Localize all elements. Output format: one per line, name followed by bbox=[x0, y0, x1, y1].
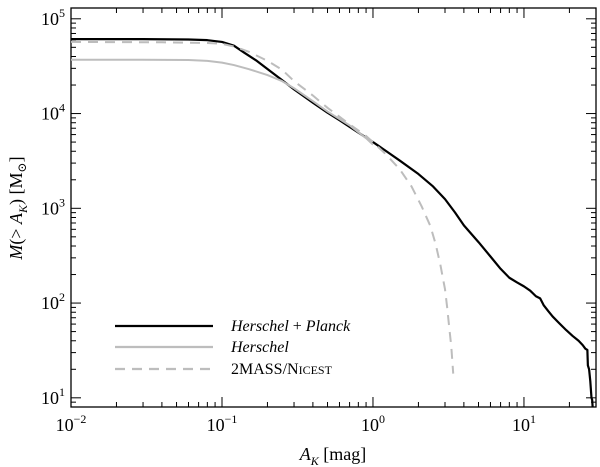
tick-labels-layer: 10−2 10−1 100 101 101 102 103 104 105 bbox=[41, 6, 536, 435]
legend: Herschel + Planck Herschel 2MASS/NICEST bbox=[115, 318, 351, 378]
x-tick-label: 10−2 bbox=[56, 412, 87, 435]
y-tick-label: 104 bbox=[41, 101, 65, 124]
y-axis-label: M(> AK) [M⊙] bbox=[6, 156, 30, 260]
series-line-herschel-planck bbox=[71, 38, 594, 408]
y-tick-label: 105 bbox=[41, 6, 65, 29]
series-layer bbox=[70, 38, 594, 408]
y-tick-label: 102 bbox=[41, 290, 65, 313]
x-tick-label: 101 bbox=[512, 412, 536, 435]
legend-label-2mass: 2MASS/NICEST bbox=[231, 361, 333, 378]
x-axis-label: AK [mag] bbox=[299, 444, 367, 467]
legend-label-herschel-planck: Herschel + Planck bbox=[230, 318, 351, 335]
plot-frame bbox=[70, 7, 597, 408]
y-tick-label: 103 bbox=[41, 195, 65, 218]
series-line-2mass-nicest bbox=[70, 40, 455, 374]
legend-label-herschel: Herschel bbox=[230, 339, 289, 356]
x-tick-label: 10−1 bbox=[207, 412, 238, 435]
y-tick-label: 101 bbox=[41, 385, 65, 408]
ticks-layer bbox=[70, 8, 597, 408]
series-line-herschel bbox=[71, 58, 374, 146]
x-tick-label: 100 bbox=[361, 412, 385, 435]
